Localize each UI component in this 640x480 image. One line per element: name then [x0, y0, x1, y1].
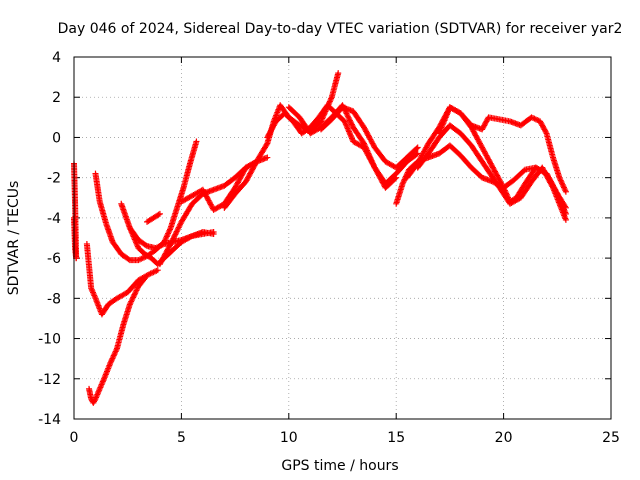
data-point — [347, 118, 354, 125]
data-point — [193, 138, 200, 145]
data-point — [562, 216, 569, 223]
data-point — [168, 239, 175, 246]
data-point — [154, 267, 161, 274]
y-tick-label: -10 — [38, 332, 61, 348]
y-tick-label: -12 — [38, 372, 61, 388]
data-point — [174, 227, 181, 234]
data-point — [348, 120, 355, 127]
y-tick-label: -14 — [38, 412, 61, 428]
data-point — [413, 145, 420, 152]
chart-title: Day 046 of 2024, Sidereal Day-to-day VTE… — [58, 21, 623, 37]
plot-frame — [73, 56, 612, 420]
data-point — [128, 298, 135, 305]
series-track-17 — [414, 122, 569, 223]
data-point — [132, 290, 139, 297]
data-points — [71, 70, 569, 406]
data-point — [130, 294, 137, 301]
data-point — [173, 229, 180, 236]
data-point — [345, 114, 352, 121]
y-tick-label: -8 — [47, 291, 61, 307]
series-track-8 — [144, 210, 163, 225]
data-point — [91, 397, 98, 404]
data-point — [126, 301, 133, 308]
data-point — [170, 235, 177, 242]
data-point — [263, 141, 270, 148]
series-track-2 — [71, 214, 80, 262]
data-point — [169, 236, 176, 243]
x-tick-label: 15 — [387, 430, 405, 446]
x-axis-label: GPS time / hours — [281, 458, 398, 474]
data-point — [155, 211, 162, 218]
data-point — [167, 241, 174, 248]
y-tick-label: 0 — [52, 130, 61, 146]
x-tick-label: 20 — [495, 430, 513, 446]
data-point — [175, 224, 182, 231]
y-tick-label: -2 — [47, 171, 61, 187]
x-tick-label: 25 — [602, 430, 620, 446]
x-tick-label: 0 — [70, 430, 79, 446]
series-track-5 — [92, 138, 200, 264]
data-point — [134, 286, 141, 293]
data-point — [132, 288, 139, 295]
data-point — [133, 287, 140, 294]
data-point — [173, 228, 180, 235]
data-point — [177, 221, 184, 228]
y-tick-label: -6 — [47, 251, 61, 267]
series-track-14 — [318, 104, 421, 171]
data-point — [166, 242, 173, 249]
data-point — [130, 293, 137, 300]
series-track-3 — [83, 241, 161, 318]
y-tick-label: 2 — [52, 90, 61, 106]
data-point — [142, 242, 149, 249]
series-track-18 — [436, 104, 569, 195]
series-track-4 — [86, 275, 148, 406]
data-point — [176, 223, 183, 230]
tick-labels: 0 5 10 15 20 25 -14 -12 -10 -8 -6 -4 -2 0 2 4 — [38, 50, 620, 446]
data-point — [210, 228, 217, 235]
data-point — [169, 238, 176, 245]
data-point — [156, 210, 163, 217]
data-point — [264, 154, 271, 161]
data-point — [175, 225, 182, 232]
series-track-15 — [393, 142, 569, 211]
y-tick-label: 4 — [52, 50, 61, 66]
data-point — [172, 231, 179, 238]
data-point — [128, 297, 135, 304]
data-point — [344, 113, 351, 120]
data-point — [127, 299, 134, 306]
data-point — [346, 116, 353, 123]
data-point — [414, 144, 421, 151]
x-tick-label: 10 — [280, 430, 298, 446]
data-point — [171, 234, 178, 241]
y-tick-label: -4 — [47, 211, 61, 227]
data-point — [521, 167, 528, 174]
data-point — [414, 150, 421, 157]
x-tick-label: 5 — [177, 430, 186, 446]
data-point — [348, 121, 355, 128]
data-point — [542, 129, 549, 136]
data-point — [171, 232, 178, 239]
data-point — [125, 256, 132, 263]
y-axis-label: SDTVAR / TECUs — [6, 181, 22, 296]
data-point — [141, 275, 148, 282]
data-point — [335, 70, 342, 77]
series-track-11 — [221, 70, 342, 211]
data-point — [549, 183, 556, 190]
data-point — [344, 111, 351, 118]
data-point — [562, 188, 569, 195]
data-point — [413, 151, 420, 158]
data-point — [129, 295, 136, 302]
data-point — [140, 276, 147, 283]
data-point — [346, 117, 353, 124]
data-point — [131, 291, 138, 298]
